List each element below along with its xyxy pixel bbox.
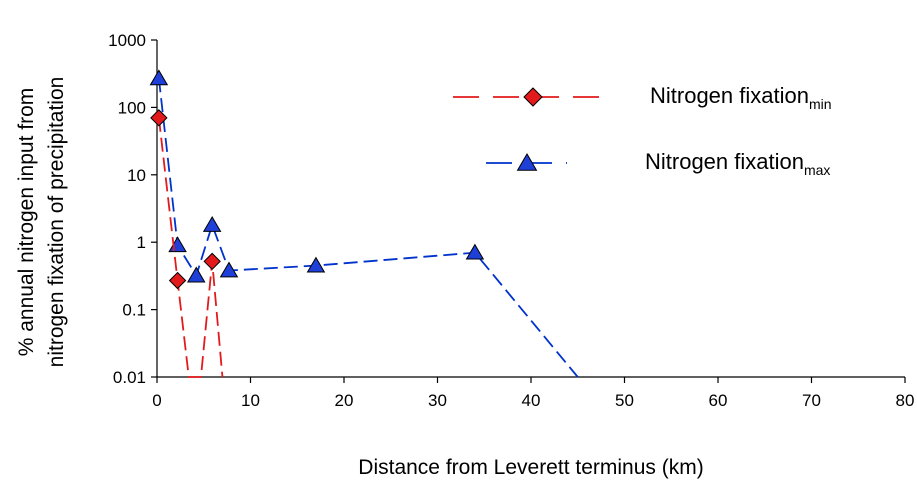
x-tick-label: 60 (709, 391, 728, 410)
y-tick-label: 10 (127, 166, 146, 185)
series-line-min (157, 117, 224, 378)
y-tick-label: 0.1 (122, 301, 146, 320)
series-layer (149, 69, 579, 378)
data-point-max (202, 216, 222, 232)
data-point-max (219, 261, 239, 278)
data-point-max (306, 256, 326, 273)
data-point-min (150, 109, 168, 127)
y-tick-label: 0.01 (113, 368, 146, 387)
data-point-min (168, 271, 187, 290)
x-tick-label: 30 (428, 391, 447, 410)
x-tick-label: 40 (522, 391, 541, 410)
legend-label-max: Nitrogen fixationmax (645, 149, 830, 178)
legend-item-min: Nitrogen fixationmin (453, 83, 832, 112)
x-tick-label: 80 (896, 391, 915, 410)
legend-marker-min (523, 87, 543, 107)
legend-item-max: Nitrogen fixationmax (486, 149, 830, 178)
x-tick-label: 0 (152, 391, 161, 410)
legend-label-min: Nitrogen fixationmin (650, 83, 832, 112)
data-point-max (168, 236, 187, 253)
axes: 0 10 20 30 40 50 60 70 80 0.01 0.1 1 10 100 1000 (108, 31, 914, 410)
legend-marker-max (516, 153, 538, 171)
x-tick-label: 20 (335, 391, 354, 410)
y-axis-title-line-2: nitrogen fixation of precipitation (45, 77, 68, 368)
data-point-max (186, 266, 206, 283)
data-point-min (203, 252, 221, 271)
y-tick-label: 1 (137, 233, 146, 252)
y-tick-label: 1000 (108, 31, 146, 50)
x-axis-title: Distance from Leverett terminus (km) (358, 456, 703, 479)
data-point-max (149, 69, 169, 86)
legend: Nitrogen fixationmin Nitrogen fixationmax (453, 83, 832, 178)
x-tick-label: 50 (615, 391, 634, 410)
x-tick-label: 70 (802, 391, 821, 410)
series-max (149, 69, 579, 378)
x-tick-label: 10 (241, 391, 260, 410)
series-line-max (157, 78, 579, 378)
y-tick-label: 100 (118, 98, 146, 117)
data-point-max (465, 243, 485, 260)
series-min (150, 109, 224, 378)
y-axis-title-line-1: % annual nitrogen input from (15, 88, 38, 357)
